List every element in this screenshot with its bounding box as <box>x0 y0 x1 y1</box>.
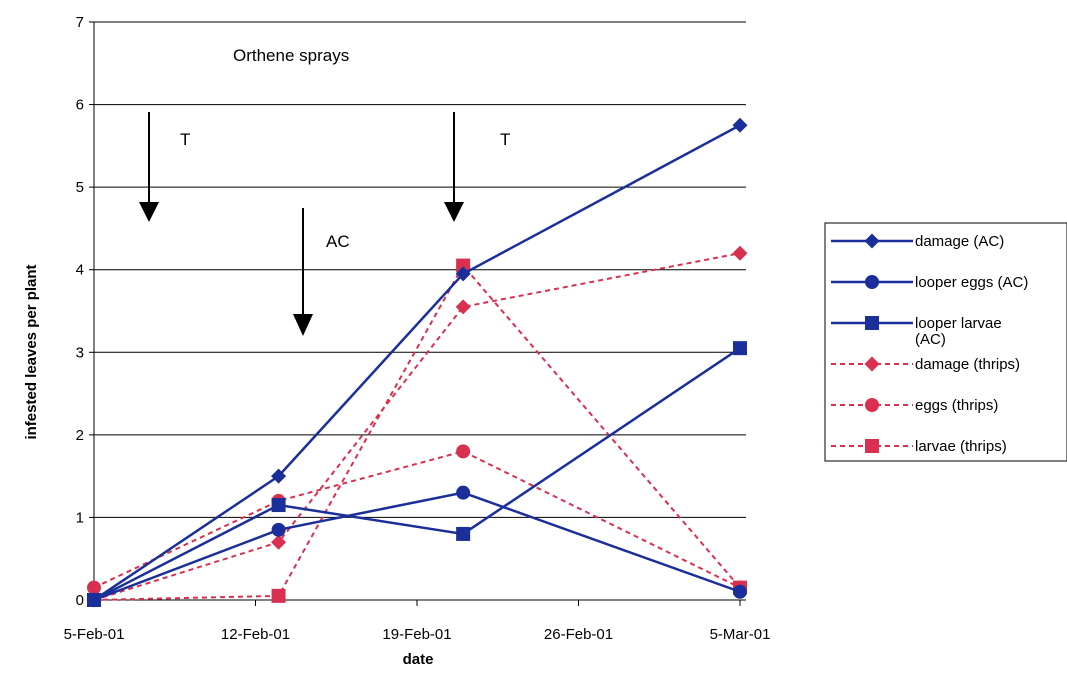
data-point-diamond <box>271 468 287 484</box>
series-layer <box>86 117 748 608</box>
data-point-circle <box>271 522 286 537</box>
y-tick-label: 7 <box>76 14 84 31</box>
legend-swatch-marker <box>864 233 880 249</box>
x-tick-label: 5-Feb-01 <box>64 626 125 643</box>
legend-swatch-marker <box>865 316 879 330</box>
y-tick-label: 6 <box>76 97 84 114</box>
data-point-circle <box>456 444 471 459</box>
data-point-diamond <box>732 245 748 261</box>
series-line <box>93 252 741 601</box>
x-tick-label: 19-Feb-01 <box>382 626 451 643</box>
data-point-square <box>456 258 471 273</box>
data-point-square <box>733 341 747 356</box>
x-tick-label: 26-Feb-01 <box>544 626 613 643</box>
data-point-square <box>271 498 286 513</box>
legend-label: larvae (thrips) <box>915 438 1007 455</box>
x-tick-label: 12-Feb-01 <box>221 626 290 643</box>
series-looper-eggs-ac <box>87 485 747 607</box>
legend-item: damage (AC) <box>831 233 1004 250</box>
data-point-diamond <box>455 299 471 315</box>
series-line <box>93 347 741 602</box>
series-line <box>93 450 741 589</box>
legend-label: damage (thrips) <box>915 356 1020 373</box>
data-point-square <box>271 588 286 603</box>
data-point-diamond <box>732 117 748 133</box>
legend-swatch-marker <box>865 398 879 412</box>
x-axis-title: date <box>403 651 434 668</box>
spray-arrow-t-2 <box>444 112 464 222</box>
data-point-square <box>456 526 471 541</box>
series-damage-ac <box>86 117 748 608</box>
y-axis-title: infested leaves per plant <box>23 264 40 439</box>
series-line <box>93 491 741 602</box>
legend-item: looper eggs (AC) <box>831 274 1028 291</box>
legend-label: looper larvae <box>915 315 1002 332</box>
y-tick-label: 1 <box>76 509 84 526</box>
data-point-diamond <box>455 266 471 282</box>
legend-items: damage (AC) looper eggs (AC) looper larvae… <box>831 233 1028 455</box>
data-point-square <box>87 593 101 607</box>
spray-t-label-1: T <box>180 130 190 149</box>
legend-item: eggs (thrips) <box>831 397 998 414</box>
legend-swatch-marker <box>865 275 879 289</box>
data-point-diamond <box>271 534 287 550</box>
series-line <box>93 263 741 601</box>
legend-item: damage (thrips) <box>831 356 1020 373</box>
series-larvae-thrips <box>87 258 747 607</box>
legend-label: damage (AC) <box>915 233 1004 250</box>
legend-item: larvae (thrips) <box>831 438 1007 455</box>
series-looper-larvae-ac <box>87 341 747 607</box>
data-point-circle <box>87 580 101 595</box>
series-line <box>93 124 741 602</box>
series-eggs-thrips <box>87 444 747 595</box>
legend-swatch-marker <box>864 356 880 372</box>
spray-arrow-ac <box>293 208 313 336</box>
axes <box>89 21 746 606</box>
y-tick-labels: 0 1 2 3 4 5 6 7 <box>76 14 84 609</box>
spray-arrow-t-1 <box>139 112 159 222</box>
legend: damage (AC) looper eggs (AC) looper larvae… <box>824 222 1067 462</box>
legend-box <box>824 222 1067 462</box>
spray-ac-label: AC <box>326 232 350 251</box>
y-tick-label: 5 <box>76 179 84 196</box>
y-tick-label: 2 <box>76 427 84 444</box>
legend-item: looper larvae(AC) <box>831 315 1002 348</box>
y-tick-label: 0 <box>76 592 84 609</box>
orthene-sprays-label: Orthene sprays <box>233 46 349 65</box>
x-tick-labels: 5-Feb-01 12-Feb-01 19-Feb-01 26-Feb-01 5-Mar… <box>64 626 771 643</box>
legend-swatch-marker <box>865 439 879 453</box>
y-tick-label: 4 <box>76 262 84 279</box>
legend-label-cont: (AC) <box>915 331 946 348</box>
gridlines <box>94 21 746 518</box>
legend-label: looper eggs (AC) <box>915 274 1028 291</box>
data-point-circle <box>733 584 747 599</box>
y-tick-label: 3 <box>76 344 84 361</box>
spray-t-label-2: T <box>500 130 510 149</box>
x-tick-label: 5-Mar-01 <box>710 626 771 643</box>
legend-label: eggs (thrips) <box>915 397 998 414</box>
annotations: Orthene sprays T AC T <box>139 46 510 336</box>
data-point-circle <box>456 485 471 500</box>
